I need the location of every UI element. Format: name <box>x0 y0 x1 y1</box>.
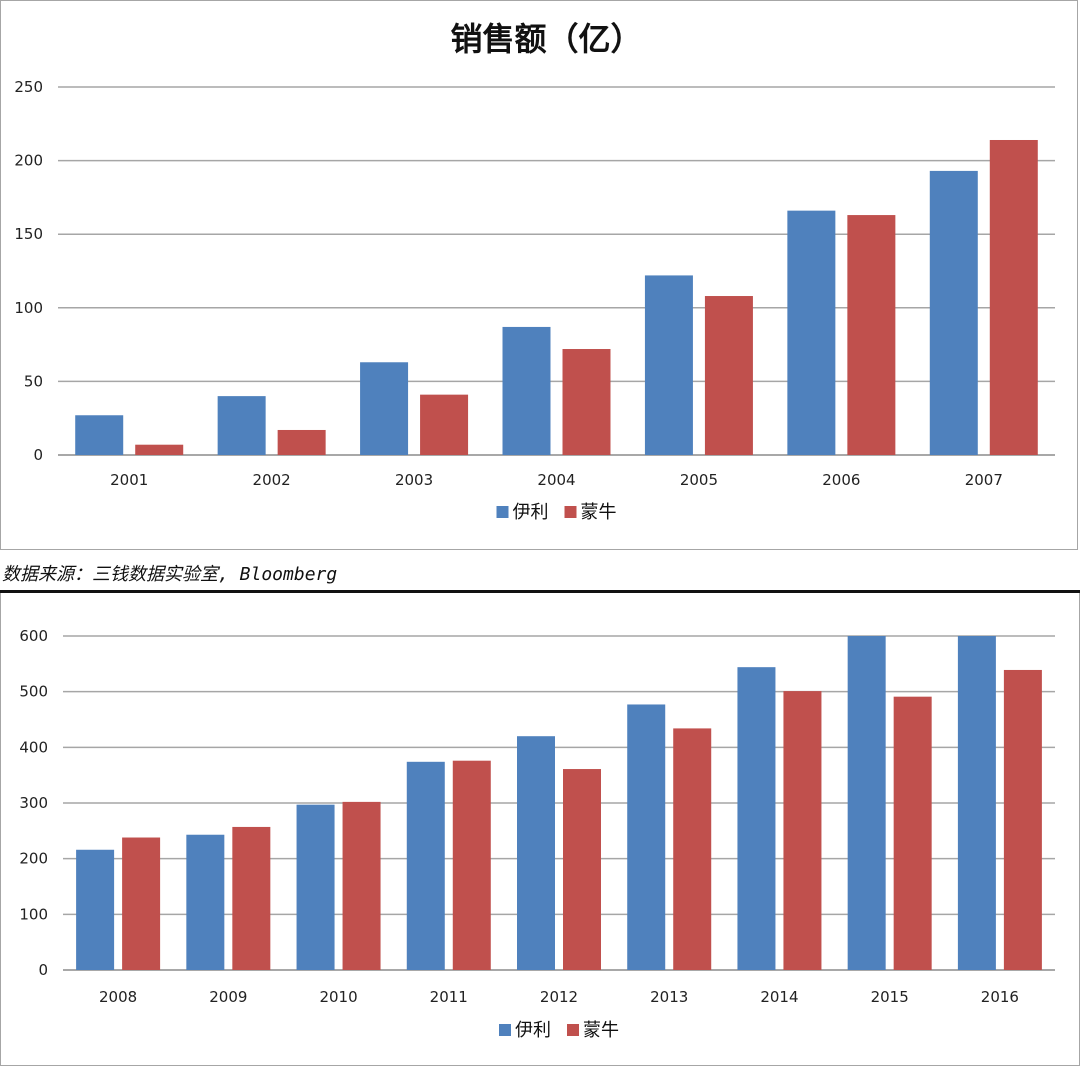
bar-yili-2004 <box>502 326 551 455</box>
y-tick-label: 250 <box>14 78 43 96</box>
chart-title: 销售额（亿） <box>450 20 642 58</box>
bar-mengniu-2002 <box>277 429 326 455</box>
bar-mengniu-2011 <box>452 760 491 970</box>
y-tick-label: 100 <box>19 905 48 923</box>
bar-yili-2012 <box>517 736 555 970</box>
bar-mengniu-2003 <box>420 394 469 455</box>
bar-yili-2002 <box>217 396 266 455</box>
chart-panel-top <box>0 0 1078 550</box>
bar-yili-2008 <box>76 849 115 970</box>
x-tick-label: 2009 <box>209 988 247 1006</box>
y-tick-label: 150 <box>14 225 43 243</box>
x-tick-label: 2004 <box>537 471 575 489</box>
bar-yili-2001 <box>75 415 124 455</box>
y-tick-label: 400 <box>19 738 48 756</box>
x-tick-label: 2015 <box>871 988 909 1006</box>
y-tick-label: 100 <box>14 299 43 317</box>
x-tick-label: 2003 <box>395 471 433 489</box>
y-tick-label: 600 <box>19 627 48 645</box>
bar-mengniu-2004 <box>562 349 611 455</box>
x-tick-label: 2001 <box>110 471 148 489</box>
x-tick-label: 2013 <box>650 988 688 1006</box>
x-tick-label: 2012 <box>540 988 578 1006</box>
bar-yili-2007 <box>929 170 978 456</box>
legend-swatch <box>567 1024 579 1036</box>
x-tick-label: 2002 <box>253 471 291 489</box>
x-tick-label: 2005 <box>680 471 718 489</box>
bar-mengniu-2013 <box>673 728 712 970</box>
bar-mengniu-2006 <box>847 215 896 455</box>
x-tick-label: 2014 <box>760 988 798 1006</box>
legend-label: 蒙牛 <box>583 1020 619 1041</box>
bar-yili-2003 <box>360 362 409 455</box>
bar-mengniu-2005 <box>704 296 753 455</box>
bar-yili-2009 <box>186 834 225 970</box>
x-tick-label: 2008 <box>99 988 137 1006</box>
y-tick-label: 50 <box>24 372 43 390</box>
y-tick-label: 300 <box>19 794 48 812</box>
bar-mengniu-2009 <box>232 826 271 970</box>
divider <box>0 590 1080 593</box>
bar-yili-2006 <box>787 210 836 455</box>
y-tick-label: 500 <box>19 683 48 701</box>
bar-yili-2015 <box>847 636 886 970</box>
bar-mengniu-2010 <box>342 801 381 970</box>
bar-yili-2016 <box>957 636 996 970</box>
x-tick-label: 2006 <box>822 471 860 489</box>
x-tick-label: 2011 <box>430 988 468 1006</box>
bar-yili-2010 <box>296 804 335 970</box>
legend-label: 伊利 <box>515 1020 551 1041</box>
x-tick-label: 2010 <box>319 988 357 1006</box>
legend-label: 蒙牛 <box>581 502 617 523</box>
y-tick-label: 200 <box>19 850 48 868</box>
y-tick-label: 0 <box>33 446 43 464</box>
y-tick-label: 0 <box>38 961 48 979</box>
bar-mengniu-2008 <box>122 837 161 970</box>
bar-mengniu-2016 <box>1003 669 1042 970</box>
x-tick-label: 2016 <box>981 988 1019 1006</box>
bar-yili-2005 <box>644 275 693 455</box>
legend-label: 伊利 <box>513 502 549 523</box>
legend-swatch <box>499 1024 511 1036</box>
bar-mengniu-2001 <box>135 444 184 455</box>
x-tick-label: 2007 <box>965 471 1003 489</box>
bar-mengniu-2014 <box>783 691 822 970</box>
bar-yili-2014 <box>737 667 776 970</box>
y-tick-label: 200 <box>14 152 43 170</box>
bar-yili-2011 <box>406 761 445 970</box>
bar-yili-2013 <box>627 704 666 970</box>
legend-swatch <box>496 506 509 518</box>
legend-swatch <box>564 506 577 518</box>
bar-mengniu-2012 <box>563 769 601 970</box>
bar-mengniu-2015 <box>893 696 932 970</box>
source-note: 数据来源：三钱数据实验室, Bloomberg <box>2 564 338 585</box>
bar-mengniu-2007 <box>989 139 1038 455</box>
